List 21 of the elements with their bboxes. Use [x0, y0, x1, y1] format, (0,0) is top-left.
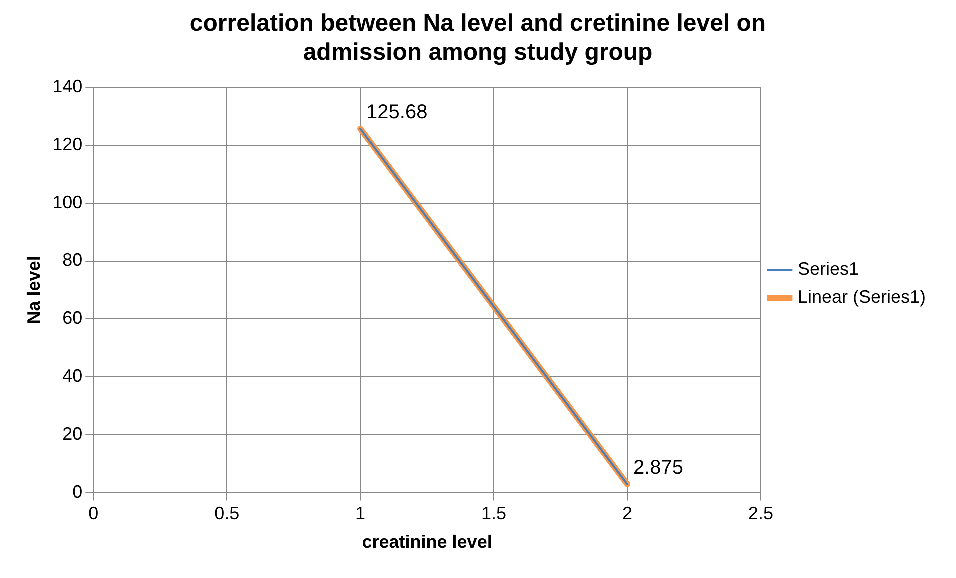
y-tick-label: 120: [52, 134, 83, 154]
data-label: 2.875: [633, 456, 684, 479]
data-label: 125.68: [366, 102, 428, 124]
x-axis-title: creatinine level: [362, 532, 492, 552]
y-tick-label: 100: [52, 192, 83, 212]
x-tick-label: 1: [356, 504, 366, 524]
x-tick-label: 2.5: [748, 504, 774, 524]
y-tick-label: 80: [62, 250, 83, 270]
x-tick-label: 0.5: [214, 504, 240, 524]
x-tick-label: 0: [88, 504, 99, 524]
legend-label: Series1: [798, 258, 859, 279]
legend-label: Linear (Series1): [798, 286, 926, 307]
y-tick-label: 40: [62, 366, 83, 386]
x-tick-label: 2: [622, 504, 632, 524]
y-tick-label: 140: [52, 76, 83, 97]
y-axis-title: Na level: [24, 256, 44, 324]
chart-title: correlation between Na level and cretinine level on admission among study group: [190, 10, 766, 66]
y-tick-label: 60: [62, 308, 83, 328]
x-tick-label: 1.5: [482, 504, 507, 524]
y-tick-label: 0: [72, 482, 83, 502]
y-tick-label: 20: [62, 424, 83, 444]
